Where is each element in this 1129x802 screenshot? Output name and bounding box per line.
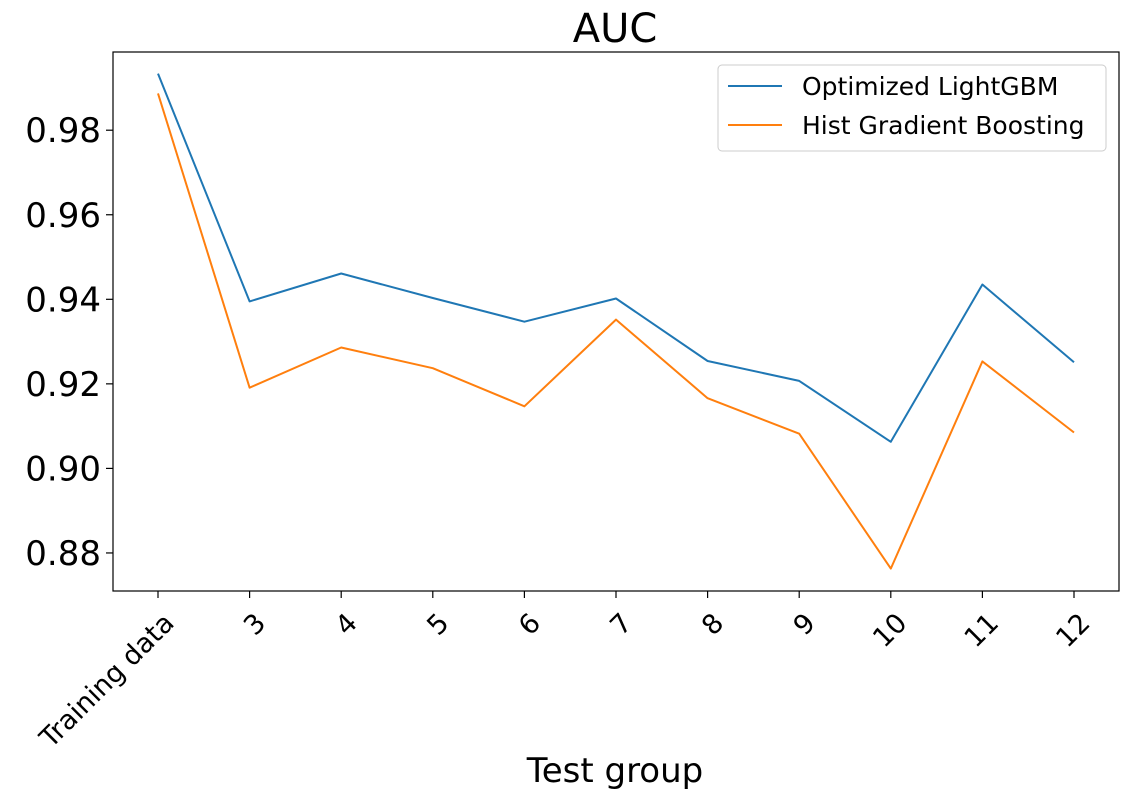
chart-title: AUC (573, 6, 658, 52)
y-tick-label: 0.96 (25, 196, 101, 236)
y-tick-label: 0.98 (25, 111, 101, 151)
y-tick-label: 0.90 (25, 449, 101, 489)
y-tick-label: 0.92 (25, 365, 101, 405)
legend-label-hist-gradient-boosting: Hist Gradient Boosting (802, 111, 1085, 140)
legend: Optimized LightGBM Hist Gradient Boostin… (718, 65, 1106, 151)
legend-label-optimized-lightgbm: Optimized LightGBM (802, 72, 1058, 101)
y-tick-label: 0.94 (25, 280, 101, 320)
y-tick-label: 0.88 (25, 534, 101, 574)
x-axis-label: Test group (526, 751, 704, 791)
